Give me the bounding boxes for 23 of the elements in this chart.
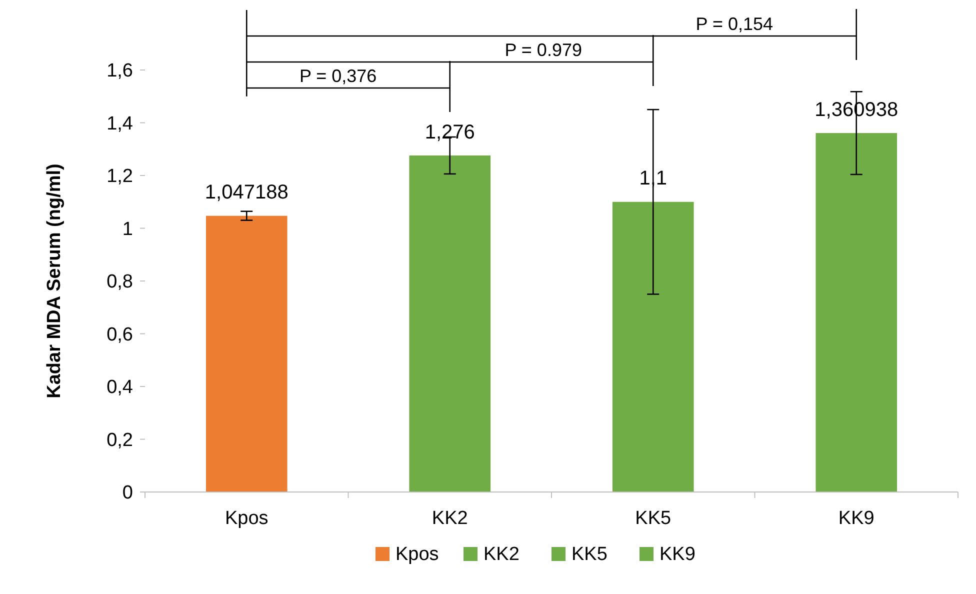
y-tick-label: 1,4 [106, 113, 134, 134]
x-tick-label: KK9 [838, 508, 874, 529]
text: P = 0.979 [504, 40, 582, 60]
text: P = 0,154 [696, 14, 774, 34]
y-axis-title: Kadar MDA Serum (ng/ml) [44, 164, 65, 398]
y-tick-label: 0,6 [106, 324, 133, 346]
legend-label: Kpos [396, 544, 439, 565]
legend-label: KK2 [484, 544, 520, 565]
y-tick-label: 0,8 [106, 272, 133, 293]
y-tick-label: 0,4 [106, 377, 134, 398]
y-tick-label: 1,2 [106, 166, 133, 188]
x-tick-label: KK2 [432, 508, 468, 529]
y-tick-label: 0,2 [106, 430, 133, 451]
y-tick-label: 1 [122, 218, 133, 240]
y-tick-label: 1,6 [106, 60, 133, 82]
legend-label: KK9 [660, 544, 696, 565]
data-label: 1,276 [424, 121, 475, 144]
annotation: P = 0,376 [299, 66, 377, 86]
data-label: 1,047188 [204, 182, 288, 204]
x-tick-label: KK5 [635, 508, 672, 529]
legend-label: KK5 [572, 544, 608, 565]
x-tick-label: Kpos [224, 508, 268, 529]
y-tick-label: 0 [122, 482, 133, 504]
